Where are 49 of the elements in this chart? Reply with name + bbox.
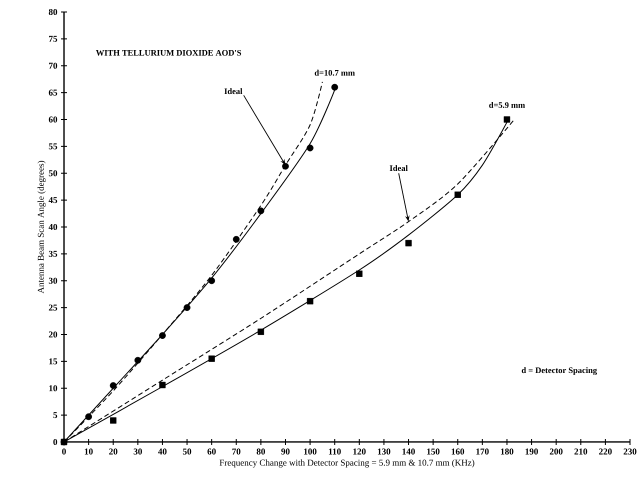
x-tick-label: 190 — [526, 448, 538, 455]
x-tick-label: 10 — [84, 448, 93, 455]
y-tick-label: 40 — [48, 224, 58, 230]
series-label: d=10.7 mm — [314, 70, 355, 76]
x-tick-label: 120 — [353, 448, 366, 455]
y-tick-label: 25 — [48, 304, 58, 311]
x-tick-label: 20 — [109, 448, 118, 455]
annotation: Ideal — [390, 165, 408, 172]
x-tick-label: 140 — [402, 448, 415, 455]
x-tick-label: 50 — [182, 448, 192, 455]
y-tick-label: 70 — [49, 62, 58, 69]
series-label: d=5.9 mm — [489, 102, 525, 108]
y-tick-label: 15 — [49, 358, 58, 364]
y-tick-label: 35 — [48, 250, 58, 257]
x-tick-label: 30 — [134, 448, 142, 455]
annotation: d = Detector Spacing — [522, 367, 597, 375]
x-tick-label: 180 — [500, 448, 514, 455]
y-tick-label: 10 — [49, 385, 58, 392]
x-tick-label: 90 — [281, 448, 290, 455]
y-axis-title: Antenna Beam Scan Angle (degrees) — [38, 160, 46, 294]
y-tick-label: 75 — [49, 36, 58, 42]
annotation: Ideal — [224, 88, 242, 94]
y-tick-label: 60 — [48, 116, 58, 123]
x-tick-label: 230 — [624, 448, 636, 455]
y-tick-label: 65 — [48, 90, 58, 96]
y-tick-label: 80 — [48, 8, 58, 16]
y-tick-label: 45 — [48, 197, 58, 204]
text: WITH TELLURIUM DIOXIDE AOD'S — [96, 50, 242, 56]
x-tick-label: 60 — [207, 448, 216, 455]
x-tick-label: 170 — [476, 448, 489, 455]
x-tick-label: 70 — [232, 448, 240, 455]
y-tick-label: 20 — [48, 331, 58, 338]
x-tick-label: 220 — [599, 448, 612, 455]
x-tick-label: 200 — [550, 448, 563, 455]
x-tick-label: 0 — [62, 448, 66, 455]
x-tick-label: 130 — [378, 448, 390, 455]
y-tick-label: 30 — [48, 278, 58, 284]
x-tick-label: 110 — [328, 448, 341, 455]
x-tick-label: 80 — [256, 448, 266, 455]
x-tick-label: 40 — [158, 448, 167, 455]
x-tick-label: 210 — [574, 448, 588, 455]
x-tick-label: 150 — [427, 448, 440, 455]
y-tick-label: 50 — [48, 170, 58, 176]
x-tick-label: 100 — [304, 448, 316, 455]
y-tick-label: 55 — [48, 143, 58, 150]
y-tick-label: 5 — [53, 412, 58, 418]
x-tick-label: 160 — [452, 448, 464, 455]
y-tick-label: 0 — [53, 438, 58, 446]
x-axis-title: Frequency Change with Detector Spacing = 5.9 mm & 10.7 mm (KHz) — [220, 459, 474, 468]
